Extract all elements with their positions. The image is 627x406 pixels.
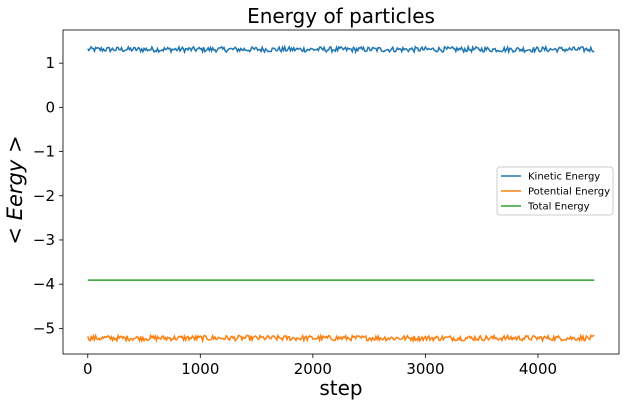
y-tick-label: 0 bbox=[45, 98, 55, 116]
y-tick-label: 1 bbox=[45, 54, 55, 72]
series-line-potential-energy bbox=[87, 333, 595, 344]
x-tick-label: 2000 bbox=[294, 360, 332, 378]
y-tick-label: −2 bbox=[33, 187, 55, 205]
x-tick-label: 4000 bbox=[519, 360, 557, 378]
plot-area bbox=[62, 29, 620, 355]
x-tick-label: 3000 bbox=[406, 360, 444, 378]
axes-frame bbox=[62, 29, 620, 355]
y-tick-label: −5 bbox=[33, 319, 55, 337]
series-line-kinetic-energy bbox=[87, 44, 595, 55]
x-axis: 0 1000 2000 3000 4000 bbox=[83, 354, 557, 378]
legend: Kinetic Energy Potential Energy Total Ener… bbox=[496, 166, 614, 216]
legend-label: Total Energy bbox=[527, 202, 590, 213]
x-axis-label: step bbox=[319, 376, 362, 400]
x-tick-label: 1000 bbox=[181, 360, 219, 378]
y-tick-label: −4 bbox=[33, 275, 55, 293]
y-tick-label: −3 bbox=[33, 231, 55, 249]
chart-title: Energy of particles bbox=[247, 4, 435, 28]
y-tick-label: −1 bbox=[33, 143, 55, 161]
legend-label: Potential Energy bbox=[528, 187, 610, 198]
legend-box bbox=[496, 166, 614, 216]
legend-label: Kinetic Energy bbox=[528, 172, 600, 183]
x-tick-label: 0 bbox=[83, 360, 93, 378]
y-axis: 1 0 −1 −2 −3 −4 −5 bbox=[33, 54, 63, 337]
y-axis-label: < Eergy > bbox=[3, 135, 27, 244]
